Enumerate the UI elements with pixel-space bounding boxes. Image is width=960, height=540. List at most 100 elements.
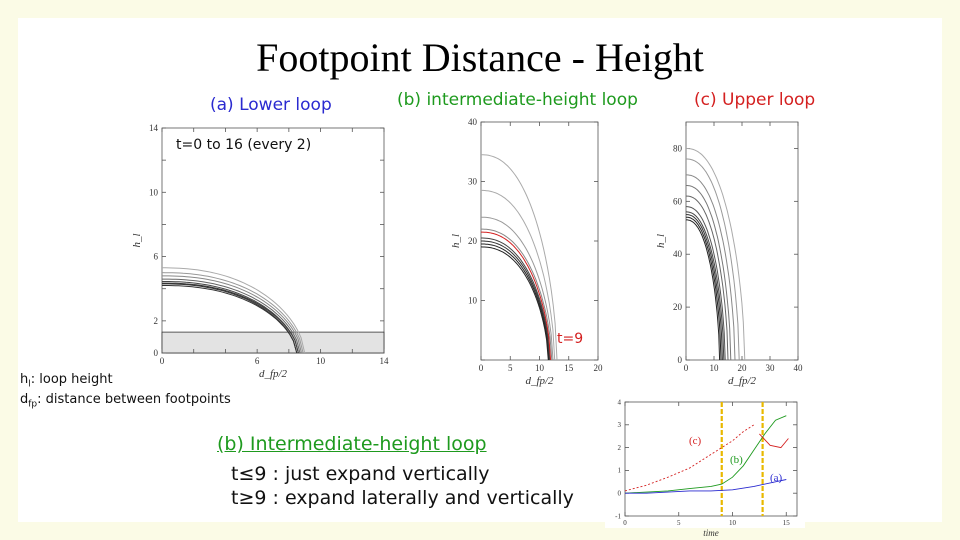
chart-c-ytick-label: 60	[673, 196, 683, 206]
legend-d-sub: fp	[28, 399, 38, 410]
chart-c-xtick-label: 10	[710, 363, 720, 373]
chart-c-ytick-label: 80	[673, 143, 683, 153]
chart-a-ytick-label: 10	[149, 187, 159, 197]
chart-c-curve-9	[685, 147, 746, 361]
legend-loop-height: hl: loop height	[20, 372, 113, 390]
chart-time-xtick-label: 0	[623, 519, 627, 527]
chart-a-ytick-label: 2	[154, 316, 159, 326]
chart-b-xtick-label: 15	[564, 363, 574, 373]
time-series-2	[625, 479, 787, 494]
chart-c-curve-7	[686, 174, 736, 361]
chart-a-ylabel: h_l	[131, 233, 143, 247]
chart-time-xtick-label: 15	[783, 519, 791, 527]
chart-a-curve-4	[162, 278, 301, 354]
chart-a-curve-2	[162, 282, 299, 354]
time-series-label: (b)	[730, 454, 743, 466]
chart-c-ytick-label: 20	[673, 302, 683, 312]
chart-a-curve-3	[162, 281, 299, 354]
chart-c-curve-1	[686, 216, 722, 361]
chart-b-xtick-label: 5	[508, 363, 513, 373]
time-range-note: t=0 to 16 (every 2)	[176, 137, 312, 153]
chart-b-ytick-label: 40	[468, 117, 478, 127]
chart-c-ylabel: h_l	[655, 234, 667, 248]
chart-c-xlabel: d_fp/2	[728, 375, 757, 387]
chart-a-ytick-label: 6	[154, 252, 159, 262]
panel-label-intermediate-loop: (b) intermediate-height loop	[397, 90, 638, 110]
chart-a-curve-6	[161, 272, 304, 354]
panel-label-upper-loop: (c) Upper loop	[694, 90, 816, 110]
chart-b-ylabel: h_l	[450, 234, 462, 248]
chart-c-xtick-label: 30	[766, 363, 776, 373]
chart-c-curve-6	[686, 185, 732, 361]
chart-a-ytick-label: 14	[149, 123, 159, 133]
chart-a-curve-0	[162, 285, 298, 354]
chart-a-xtick-label: 6	[255, 356, 260, 366]
chart-a-xlabel: d_fp/2	[259, 368, 288, 380]
legend-h-sub: l	[28, 379, 31, 390]
chart-b-curve-5	[481, 228, 553, 361]
summary-title: (b) Intermediate-height loop	[217, 433, 487, 455]
slide-title: Footpoint Distance - Height	[256, 35, 704, 80]
chart-a-curve-7	[162, 267, 306, 354]
chart-time-frame	[624, 401, 798, 517]
legend-footpoint-distance: dfp: distance between footpoints	[20, 392, 231, 410]
chart-a-xtick-label: 10	[316, 356, 326, 366]
panel-label-lower-loop: (a) Lower loop	[210, 95, 332, 115]
chart-b-ytick-label: 10	[468, 296, 478, 306]
chart-a-curve-1	[162, 283, 298, 354]
chart-a-xtick-label: 14	[380, 356, 390, 366]
chart-time-ytick-label: 4	[618, 398, 622, 406]
chart-b-ytick-label: 20	[468, 236, 478, 246]
chart-c-curve-4	[686, 206, 726, 361]
chart-b-curve-7	[481, 189, 556, 361]
chart-c-curve-3	[686, 211, 725, 361]
legend-d-text: : distance between footpoints	[37, 392, 231, 407]
summary-line-1: t≤9 : just expand vertically	[231, 463, 490, 485]
chart-a-frame	[161, 127, 385, 354]
chart-time-xtick-label: 5	[677, 519, 681, 527]
chart-c-frame	[685, 121, 799, 361]
chart-a-ytick-label: 0	[154, 348, 159, 358]
chart-c-curve-8	[686, 158, 740, 361]
chart-a-shaded-region	[161, 331, 385, 354]
chart-c-ytick-label: 40	[673, 249, 683, 259]
time-plot-background	[605, 396, 805, 528]
chart-c-curve-2	[686, 214, 723, 361]
time-series-3	[759, 433, 789, 449]
time-series-label: (c)	[689, 435, 702, 447]
chart-b-ytick-label: 30	[468, 177, 478, 187]
time-series-0	[624, 424, 755, 492]
chart-b-curve-4	[481, 231, 552, 361]
chart-b-curve-8	[480, 154, 558, 361]
chart-b-xtick-label: 20	[594, 363, 604, 373]
chart-b: 0 5 10 15 20 10 20 30 40 d_fp/2 h_l	[450, 117, 603, 387]
chart-a-xtick-label: 0	[160, 356, 165, 366]
chart-c-xtick-label: 0	[684, 363, 689, 373]
t9-annotation: t=9	[557, 331, 584, 347]
legend-h-symbol: h	[20, 372, 29, 387]
chart-c-xtick-label: 40	[794, 363, 804, 373]
chart-time-ytick-label: 0	[618, 490, 622, 498]
chart-b-xtick-label: 0	[479, 363, 484, 373]
chart-b-curve-0	[480, 246, 549, 361]
legend-h-text: : loop height	[30, 372, 113, 387]
chart-a: 0 6 10 14 0 2 6 10 14 d_fp/2 h_l	[131, 123, 389, 380]
chart-c-curve-5	[685, 195, 729, 361]
chart-b-curve-1	[481, 243, 550, 361]
chart-time-ytick-label: 3	[618, 421, 622, 429]
chart-b-xlabel: d_fp/2	[525, 375, 554, 387]
time-series-1	[624, 415, 787, 494]
chart-time-xlabel: time	[703, 528, 719, 538]
summary-line-2: t≥9 : expand laterally and vertically	[231, 487, 574, 509]
chart-time-ytick-label: -1	[615, 512, 621, 520]
chart-time-xtick-label: 10	[729, 519, 737, 527]
chart-c-curve-0	[685, 219, 721, 361]
chart-b-xtick-label: 10	[535, 363, 545, 373]
chart-b-curve-3	[481, 237, 551, 361]
chart-a-curve-5	[162, 275, 302, 354]
chart-time-ytick-label: 1	[618, 467, 622, 475]
chart-b-curve-2	[481, 240, 550, 361]
chart-b-curve-6	[481, 216, 554, 361]
